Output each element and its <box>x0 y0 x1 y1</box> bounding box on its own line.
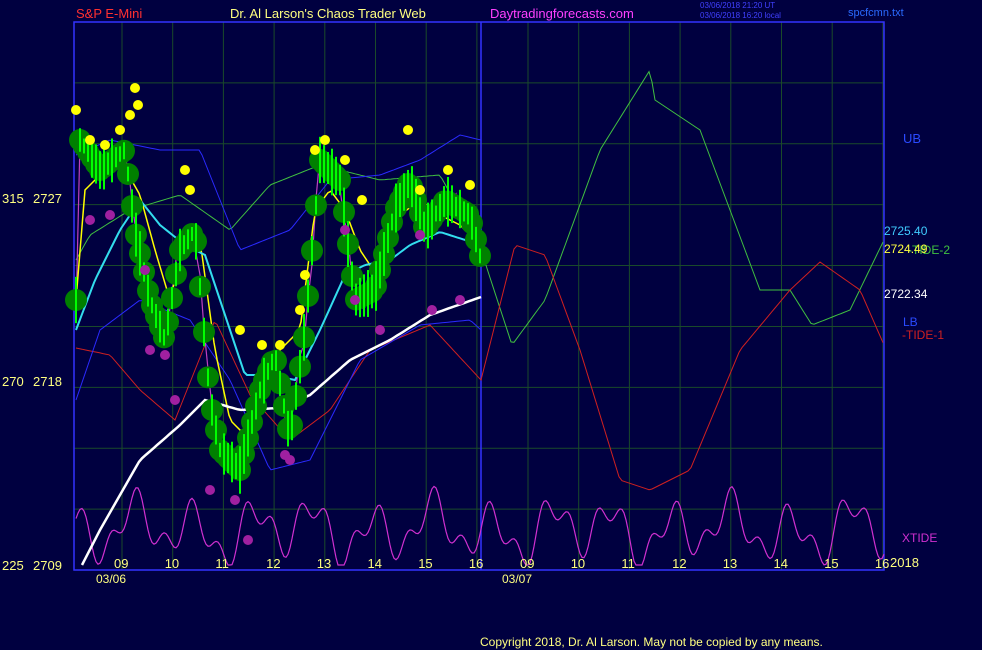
low-marker <box>285 455 295 465</box>
low-marker <box>105 210 115 220</box>
high-marker <box>320 135 330 145</box>
high-marker <box>235 325 245 335</box>
x-tick-label: 15 <box>824 556 838 571</box>
date-label-0307: 03/07 <box>502 572 532 586</box>
high-marker <box>310 145 320 155</box>
x-tick-label: 10 <box>571 556 585 571</box>
ma-short-value: 2724.49 <box>884 242 928 256</box>
date-label-0306: 03/06 <box>96 572 126 586</box>
xtide-label: XTIDE <box>902 531 937 545</box>
x-tick-label: 11 <box>215 556 229 571</box>
file-name: spcfcmn.txt <box>848 7 904 19</box>
high-marker <box>100 140 110 150</box>
xtide-line <box>75 485 885 566</box>
bars-group <box>65 83 491 545</box>
low-marker <box>427 305 437 315</box>
upper-band-line <box>75 134 482 251</box>
y-tick-right-2727: 2727 <box>33 191 62 206</box>
timestamp-local: 03/06/2018 16:20 local <box>700 11 781 20</box>
lb-label: LB <box>903 315 918 329</box>
y-tick-right-2718: 2718 <box>33 374 62 389</box>
y-tick-left-2727: 315 <box>2 191 24 206</box>
x-tick-label: 12 <box>266 556 280 571</box>
low-marker <box>243 535 253 545</box>
high-marker <box>130 83 140 93</box>
high-marker <box>443 165 453 175</box>
low-marker <box>350 295 360 305</box>
high-marker <box>71 105 81 115</box>
high-marker <box>403 125 413 135</box>
x-tick-label: 13 <box>317 556 331 571</box>
tide1-label: -TIDE-1 <box>902 328 944 342</box>
year-label: 2018 <box>890 555 919 570</box>
low-marker <box>340 225 350 235</box>
high-marker <box>115 125 125 135</box>
high-marker <box>357 195 367 205</box>
x-tick-label: 14 <box>368 556 382 571</box>
symbol-label: S&P E-Mini <box>76 6 142 21</box>
high-marker <box>275 340 285 350</box>
x-tick-label: 09 <box>520 556 534 571</box>
high-marker <box>185 185 195 195</box>
high-marker <box>125 110 135 120</box>
x-tick-label: 09 <box>114 556 128 571</box>
low-marker <box>85 215 95 225</box>
tide2-label: -TIDE-2 <box>908 243 950 257</box>
x-axis-labels: 09 10 11 12 13 14 15 16 09 10 11 12 13 14 15 16 <box>114 556 889 571</box>
high-marker <box>133 100 143 110</box>
high-marker <box>300 270 310 280</box>
copyright: Copyright 2018, Dr. Al Larson. May not b… <box>480 635 823 649</box>
x-tick-label: 14 <box>774 556 788 571</box>
timestamp-ut: 03/06/2018 21:20 UT <box>700 1 775 10</box>
low-marker <box>160 350 170 360</box>
x-tick-label: 16 <box>875 556 889 571</box>
high-marker <box>257 340 267 350</box>
low-marker <box>455 295 465 305</box>
high-marker <box>295 305 305 315</box>
site-link[interactable]: Daytradingforecasts.com <box>490 6 634 21</box>
high-marker <box>340 155 350 165</box>
x-tick-label: 13 <box>723 556 737 571</box>
grid <box>74 21 884 571</box>
y-tick-right-2709: 2709 <box>33 558 62 573</box>
low-marker <box>205 485 215 495</box>
x-tick-label: 15 <box>418 556 432 571</box>
y-tick-left-2718: 270 <box>2 374 24 389</box>
x-tick-label: 12 <box>672 556 686 571</box>
x-tick-label: 16 <box>469 556 483 571</box>
high-marker <box>465 180 475 190</box>
low-marker <box>230 495 240 505</box>
x-tick-label: 10 <box>165 556 179 571</box>
ub-label: UB <box>903 131 921 146</box>
ma-mid-value: 2725.40 <box>884 224 928 238</box>
high-marker <box>415 185 425 195</box>
low-marker <box>145 345 155 355</box>
high-marker <box>180 165 190 175</box>
low-marker <box>415 230 425 240</box>
ma-long-value: 2722.34 <box>884 287 928 301</box>
low-marker <box>140 265 150 275</box>
chart-title: Dr. Al Larson's Chaos Trader Web <box>230 6 426 21</box>
low-marker <box>375 325 385 335</box>
high-marker <box>85 135 95 145</box>
low-marker <box>170 395 180 405</box>
y-tick-left-2709: 225 <box>2 558 24 573</box>
x-tick-label: 11 <box>621 556 635 571</box>
